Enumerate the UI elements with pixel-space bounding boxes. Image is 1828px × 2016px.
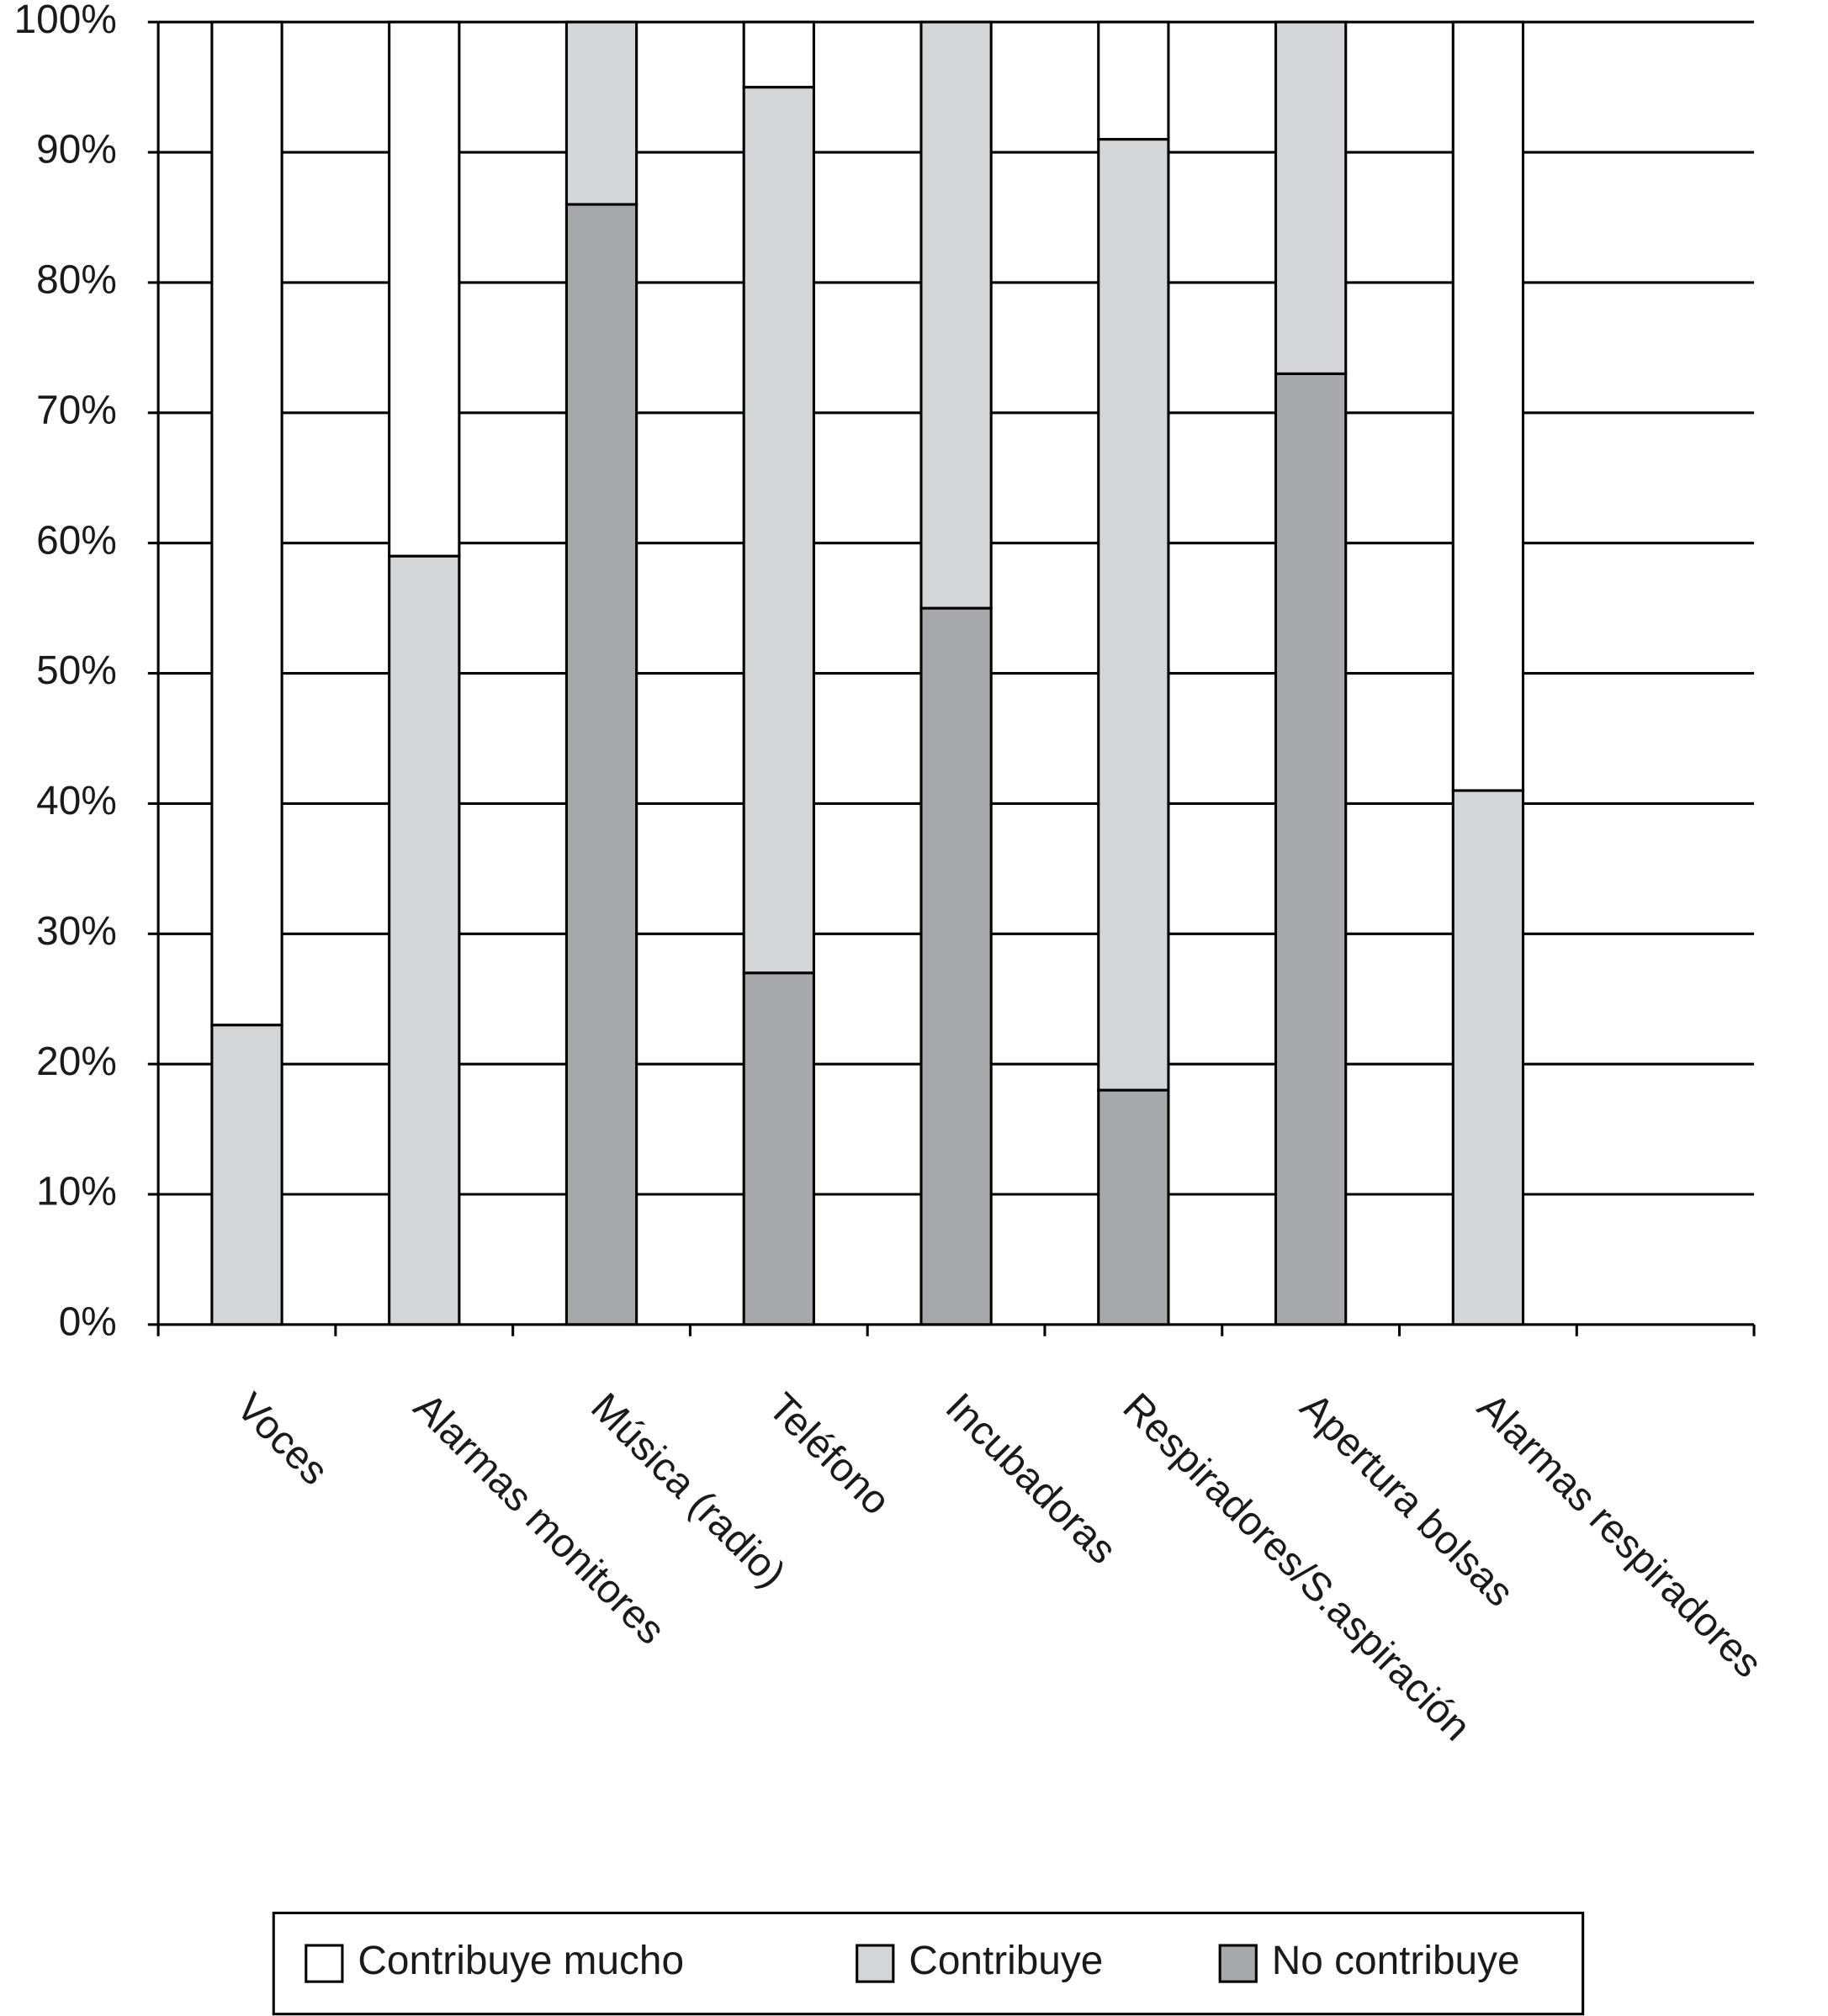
y-tick-label: 60%: [36, 518, 117, 563]
y-tick-label: 70%: [36, 388, 117, 432]
bar-segment: [564, 203, 638, 1326]
bar-segment: [1274, 20, 1348, 375]
x-tick-label: Voces: [228, 1385, 336, 1494]
bar-segment: [1097, 138, 1170, 1092]
legend-label: No contribuye: [1272, 1939, 1520, 1983]
legend-box: [272, 1911, 1585, 2016]
bar-segment: [742, 86, 815, 975]
bar-segment: [1451, 789, 1525, 1326]
bar-segment: [564, 20, 638, 206]
bar-segment: [742, 971, 815, 1326]
y-tick-label: 10%: [36, 1170, 117, 1214]
bar-segment: [1274, 372, 1348, 1326]
bar-segment: [210, 1024, 283, 1326]
bar-segment: [1097, 20, 1170, 141]
bar-segment: [919, 20, 993, 610]
legend-swatch: [856, 1944, 895, 1983]
bar-segment: [1451, 20, 1525, 792]
legend-label: Contribuye mucho: [358, 1939, 684, 1983]
legend-swatch: [305, 1944, 344, 1983]
y-tick-label: 90%: [36, 128, 117, 172]
bar-segment: [742, 20, 815, 89]
bar-segment: [1097, 1088, 1170, 1326]
bar-segment: [919, 606, 993, 1326]
y-tick-label: 20%: [36, 1040, 117, 1084]
y-tick-label: 0%: [59, 1300, 117, 1345]
y-tick-label: 30%: [36, 909, 117, 954]
bar-segment: [388, 20, 461, 558]
x-tick-label: Respiradores/S.aspiración: [1114, 1385, 1479, 1750]
y-tick-label: 80%: [36, 258, 117, 303]
legend-swatch: [1218, 1944, 1258, 1983]
bar-segment: [388, 554, 461, 1326]
y-tick-label: 40%: [36, 779, 117, 823]
x-tick-label: Teléfono: [760, 1385, 898, 1524]
legend-label: Contribuye: [909, 1939, 1103, 1983]
y-tick-label: 50%: [36, 648, 117, 693]
y-tick-label: 100%: [14, 0, 117, 42]
x-tick-label: Incubadoras: [937, 1385, 1125, 1573]
bar-segment: [210, 20, 283, 1027]
x-tick-label: Alarmas respiradores: [1469, 1385, 1770, 1686]
